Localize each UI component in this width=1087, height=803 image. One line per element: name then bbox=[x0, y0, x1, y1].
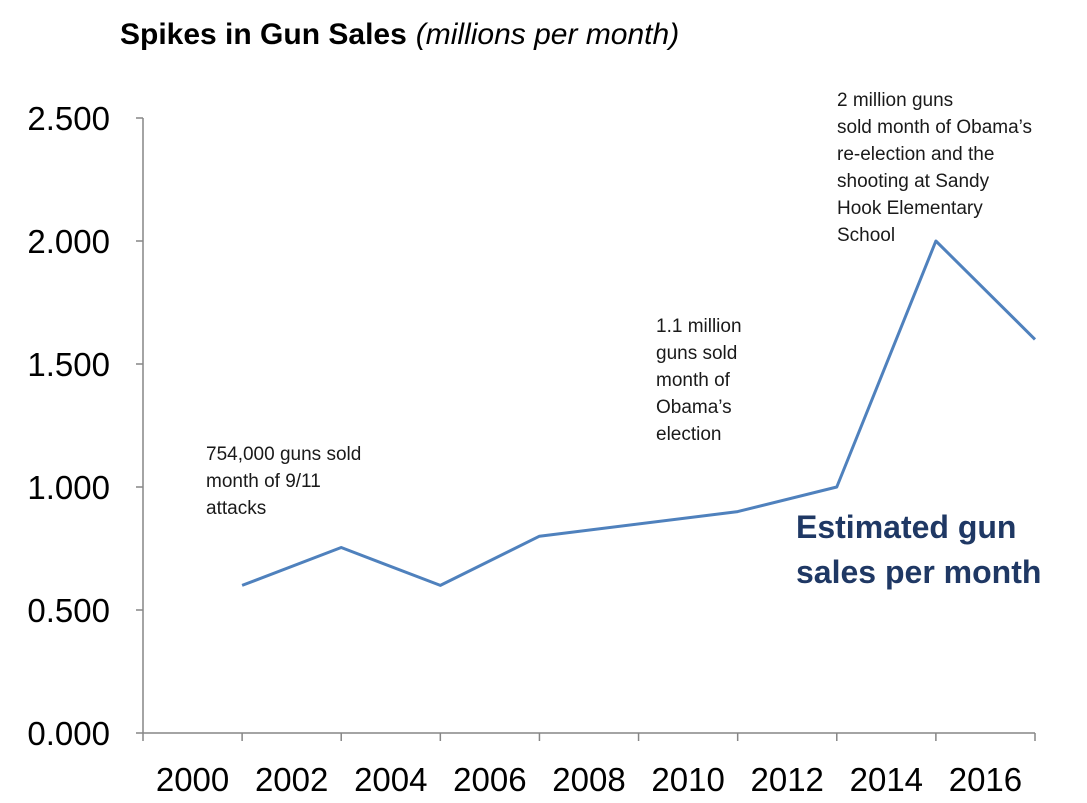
y-tick-label: 0.500 bbox=[27, 592, 110, 629]
x-tick-label: 2016 bbox=[949, 761, 1022, 798]
annotation: 754,000 guns sold month of 9/11 attacks bbox=[206, 444, 361, 519]
x-tick-label: 2014 bbox=[850, 761, 923, 798]
x-tick-label: 2002 bbox=[255, 761, 328, 798]
chart-title-unit: (millions per month) bbox=[416, 18, 679, 51]
series-layer bbox=[241, 239, 1037, 587]
y-tick-label: 0.000 bbox=[27, 715, 110, 752]
x-axis-ticks: 2000 2002 2004 2006 2008 2010 2012 2014 2016 bbox=[142, 733, 1036, 798]
chart-title-main: Spikes in Gun Sales bbox=[120, 18, 407, 51]
series-line bbox=[241, 239, 1037, 587]
annotation-line: Hook Elementary bbox=[837, 198, 983, 219]
annotation-line: attacks bbox=[206, 498, 266, 519]
y-tick-label: 1.500 bbox=[27, 346, 110, 383]
y-tick-label: 1.000 bbox=[27, 469, 110, 506]
annotation-line: sold month of Obama’s bbox=[837, 117, 1032, 138]
x-tick-label: 2000 bbox=[156, 761, 229, 798]
x-tick-label: 2008 bbox=[552, 761, 625, 798]
annotation-line: election bbox=[656, 424, 722, 445]
annotations: 754,000 guns sold month of 9/11 attacks 1.1… bbox=[206, 90, 1032, 519]
annotation: 2 million guns sold month of Obama’s re-el… bbox=[837, 90, 1032, 246]
annotation-line: shooting at Sandy bbox=[837, 171, 990, 192]
annotation-line: 1.1 million bbox=[656, 316, 742, 337]
annotation-line: School bbox=[837, 225, 895, 246]
x-tick-label: 2012 bbox=[751, 761, 824, 798]
x-tick-label: 2010 bbox=[651, 761, 724, 798]
y-tick-label: 2.000 bbox=[27, 223, 110, 260]
annotation-line: Obama’s bbox=[656, 397, 732, 418]
x-tick-label: 2006 bbox=[453, 761, 526, 798]
x-tick-label: 2004 bbox=[354, 761, 427, 798]
series-label: Estimated gun sales per month bbox=[796, 509, 1041, 590]
annotation-line: 754,000 guns sold bbox=[206, 444, 361, 465]
series-label-line: Estimated gun bbox=[796, 509, 1016, 545]
annotation-line: guns sold bbox=[656, 343, 737, 364]
annotation: 1.1 million guns sold month of Obama’s elect… bbox=[656, 316, 742, 445]
y-axis-ticks: 0.000 0.500 1.000 1.500 2.000 2.500 bbox=[27, 100, 143, 752]
y-tick-label: 2.500 bbox=[27, 100, 110, 137]
series-label-line: sales per month bbox=[796, 554, 1041, 590]
chart-title: Spikes in Gun Sales (millions per month) bbox=[120, 18, 679, 51]
annotation-line: 2 million guns bbox=[837, 90, 953, 111]
annotation-line: re-election and the bbox=[837, 144, 994, 165]
annotation-line: month of 9/11 bbox=[206, 471, 321, 492]
axes bbox=[142, 118, 1035, 734]
annotation-line: month of bbox=[656, 370, 731, 391]
